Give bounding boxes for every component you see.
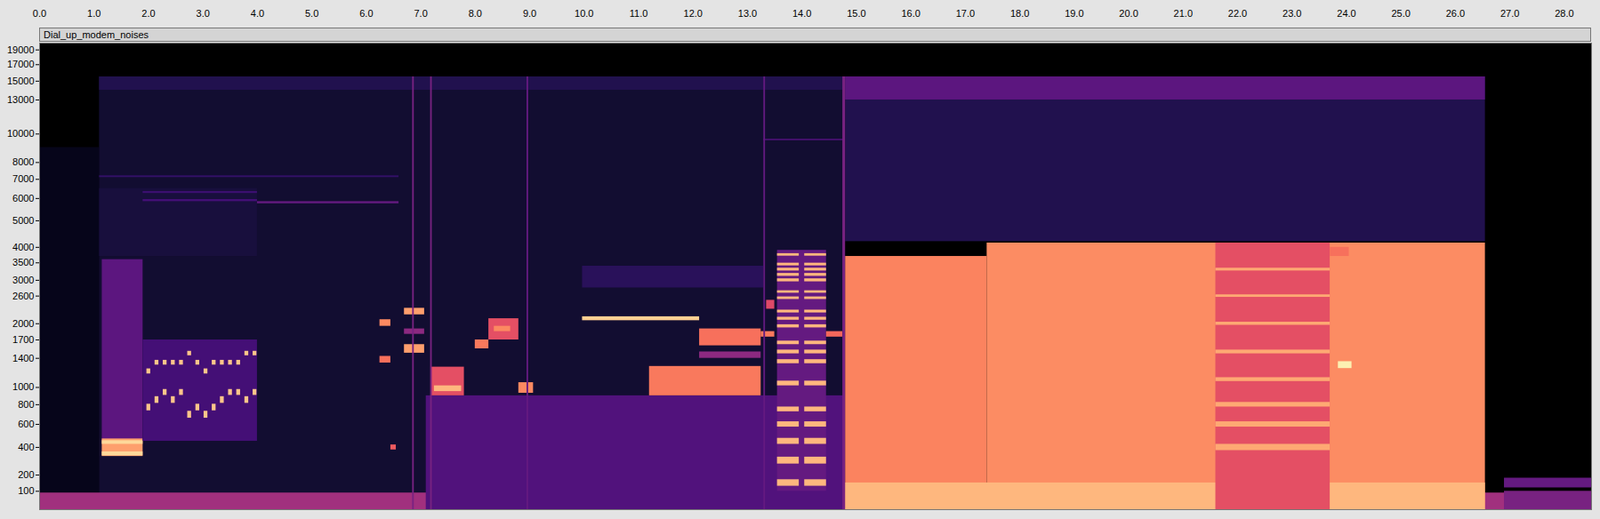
svg-text:13000: 13000 <box>7 94 35 105</box>
svg-text:8000: 8000 <box>12 156 34 168</box>
svg-text:7.0: 7.0 <box>413 8 427 19</box>
svg-text:4.0: 4.0 <box>250 8 265 19</box>
svg-text:2000: 2000 <box>12 318 34 330</box>
svg-text:10.0: 10.0 <box>574 8 594 19</box>
svg-text:14.0: 14.0 <box>792 8 812 19</box>
svg-text:1700: 1700 <box>12 334 34 346</box>
svg-text:600: 600 <box>17 418 34 430</box>
svg-text:24.0: 24.0 <box>1336 8 1356 19</box>
svg-text:28.0: 28.0 <box>1554 8 1574 19</box>
svg-text:13.0: 13.0 <box>738 8 757 19</box>
svg-text:25.0: 25.0 <box>1390 8 1410 19</box>
svg-text:22.0: 22.0 <box>1228 8 1247 19</box>
svg-text:2600: 2600 <box>12 290 34 302</box>
svg-text:0.0: 0.0 <box>32 8 47 19</box>
svg-text:7000: 7000 <box>12 173 34 185</box>
svg-text:20.0: 20.0 <box>1118 8 1138 19</box>
svg-text:5.0: 5.0 <box>305 8 319 19</box>
html-text:Dial_up_modem_noises: Dial_up_modem_noises <box>43 29 149 41</box>
svg-text:17.0: 17.0 <box>956 8 975 19</box>
svg-text:10000: 10000 <box>7 128 35 139</box>
svg-text:26.0: 26.0 <box>1446 8 1465 19</box>
svg-text:18.0: 18.0 <box>1010 8 1030 19</box>
svg-text:12.0: 12.0 <box>683 8 703 19</box>
svg-text:4000: 4000 <box>12 241 34 253</box>
svg-text:11.0: 11.0 <box>629 8 649 19</box>
svg-text:3.0: 3.0 <box>196 8 210 19</box>
svg-text:15.0: 15.0 <box>846 8 866 19</box>
svg-text:17000: 17000 <box>7 58 35 70</box>
svg-text:8.0: 8.0 <box>468 8 483 19</box>
svg-text:1000: 1000 <box>12 381 34 393</box>
svg-text:2.0: 2.0 <box>141 8 155 19</box>
svg-text:200: 200 <box>17 469 34 481</box>
svg-text:19.0: 19.0 <box>1064 8 1084 19</box>
svg-text:100: 100 <box>17 485 34 497</box>
svg-text:19000: 19000 <box>7 44 35 56</box>
svg-text:1400: 1400 <box>12 353 34 364</box>
svg-text:6.0: 6.0 <box>359 8 373 19</box>
svg-text:16.0: 16.0 <box>900 8 920 19</box>
svg-text:15000: 15000 <box>7 75 35 87</box>
svg-text:9.0: 9.0 <box>522 8 537 19</box>
svg-text:800: 800 <box>17 399 34 411</box>
svg-text:400: 400 <box>17 442 34 453</box>
svg-text:1.0: 1.0 <box>87 8 101 19</box>
svg-text:6000: 6000 <box>12 192 34 204</box>
svg-text:23.0: 23.0 <box>1282 8 1302 19</box>
svg-text:3000: 3000 <box>12 274 34 286</box>
svg-text:3500: 3500 <box>12 257 34 268</box>
svg-text:5000: 5000 <box>12 215 34 226</box>
svg-text:21.0: 21.0 <box>1173 8 1193 19</box>
svg-text:27.0: 27.0 <box>1500 8 1520 19</box>
